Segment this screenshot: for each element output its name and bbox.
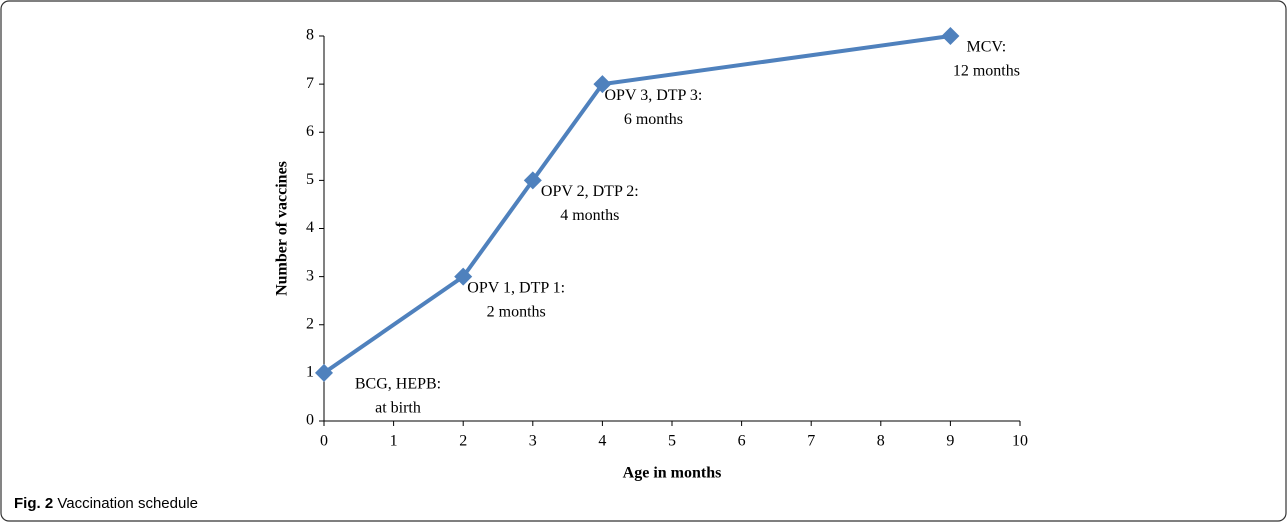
x-tick-label: 9: [946, 433, 954, 450]
x-tick-label: 7: [807, 433, 815, 450]
point-label: OPV 2, DTP 2:: [541, 183, 639, 200]
y-tick-label: 3: [306, 267, 314, 284]
point-label: MCV:: [967, 39, 1007, 56]
marker: [315, 363, 333, 382]
y-tick-label: 1: [306, 364, 314, 381]
x-tick-label: 5: [668, 433, 676, 450]
x-tick-label: 10: [1012, 433, 1028, 450]
y-tick-label: 0: [306, 412, 314, 429]
marker: [593, 75, 612, 94]
caption-text: Vaccination schedule: [57, 495, 198, 512]
x-tick-label: 6: [738, 433, 746, 450]
y-tick-label: 6: [306, 123, 314, 140]
x-tick-label: 8: [877, 433, 885, 450]
caption: Fig. 2 Vaccination schedule: [14, 495, 198, 512]
x-tick-label: 2: [459, 433, 467, 450]
point-label: at birth: [375, 400, 421, 417]
point-label: OPV 3, DTP 3:: [605, 87, 703, 104]
x-tick-label: 1: [390, 433, 398, 450]
x-axis-title: Age in months: [623, 465, 722, 482]
marker: [941, 27, 960, 45]
point-label: 2 months: [487, 303, 546, 320]
caption-label: Fig. 2: [14, 495, 53, 512]
y-axis-title: Number of vaccines: [274, 161, 291, 296]
point-label: 12 months: [953, 63, 1020, 80]
point-label: OPV 1, DTP 1:: [467, 279, 565, 296]
y-tick-label: 5: [306, 171, 314, 188]
point-label: 6 months: [624, 111, 683, 128]
y-tick-label: 7: [306, 75, 314, 92]
x-tick-label: 0: [320, 433, 328, 450]
y-tick-label: 2: [306, 315, 314, 332]
y-tick-label: 8: [306, 27, 314, 44]
point-label: BCG, HEPB:: [355, 376, 441, 393]
y-tick-label: 4: [306, 219, 314, 236]
x-tick-label: 3: [529, 433, 537, 450]
x-tick-label: 4: [598, 433, 606, 450]
marker: [523, 171, 542, 190]
point-label: 4 months: [560, 207, 619, 224]
marker: [454, 267, 473, 286]
